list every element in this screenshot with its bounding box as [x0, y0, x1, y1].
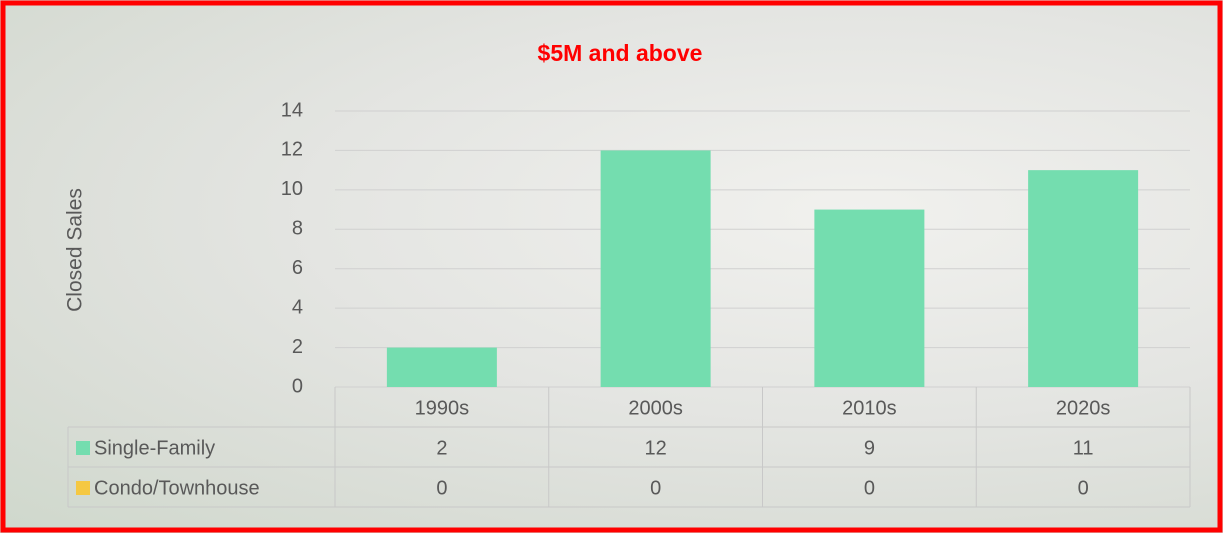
x-tick-label: 2000s [628, 397, 683, 419]
y-tick-label: 6 [292, 257, 303, 279]
legend-swatch [76, 441, 90, 455]
x-tick-label: 2020s [1056, 397, 1111, 419]
y-tick-label: 0 [292, 375, 303, 397]
y-tick-label: 10 [281, 178, 303, 200]
table-value: 2 [436, 437, 447, 459]
table-value: 9 [864, 437, 875, 459]
y-tick-label: 2 [292, 336, 303, 358]
table-value: 0 [650, 477, 661, 499]
y-tick-label: 14 [281, 99, 303, 121]
bar [386, 347, 497, 387]
legend-label: Condo/Townhouse [94, 477, 260, 499]
bar [600, 150, 711, 387]
legend-label: Single-Family [94, 437, 215, 459]
table-value: 0 [1078, 477, 1089, 499]
x-tick-label: 2010s [842, 397, 897, 419]
y-axis-label: Closed Sales [64, 188, 87, 312]
table-value: 0 [864, 477, 875, 499]
table-value: 0 [436, 477, 447, 499]
table-value: 12 [645, 437, 667, 459]
bar [814, 209, 925, 387]
legend-swatch [76, 481, 90, 495]
bar [1028, 170, 1139, 387]
table-value: 11 [1073, 437, 1094, 459]
x-tick-label: 1990s [415, 397, 470, 419]
y-tick-label: 8 [292, 218, 303, 240]
chart-title: $5M and above [538, 40, 703, 66]
y-tick-label: 12 [281, 139, 303, 161]
y-tick-label: 4 [292, 296, 303, 318]
